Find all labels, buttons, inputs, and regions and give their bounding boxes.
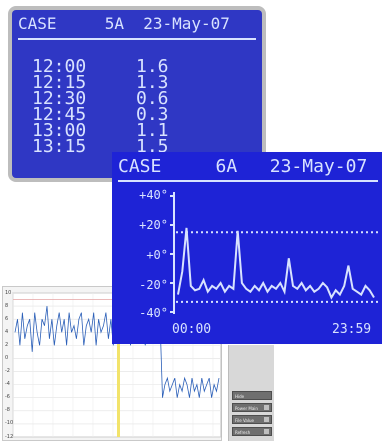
- y-tick-label: -8: [5, 407, 10, 414]
- case-id: 5A: [104, 14, 124, 33]
- power-icon: [264, 405, 269, 410]
- y-tick-label: 2: [5, 341, 9, 348]
- case-label: CASE: [18, 14, 57, 33]
- hide-button-label: Hide: [235, 394, 245, 399]
- y-tick-label: -20°: [139, 278, 168, 292]
- y-tick-label: +40°: [139, 188, 168, 202]
- case-date: 23-May-07: [143, 14, 230, 33]
- reading-value: 0.6: [136, 88, 169, 109]
- lcd-graph-screen: CASE 6A 23-May-07 +40° +20° +0° -20° -40…: [112, 152, 382, 344]
- power-main-button-label: Power Main: [235, 406, 258, 411]
- case-label: CASE: [118, 156, 162, 177]
- x-end-label: 23:59: [332, 322, 372, 337]
- reading-time: 13:00: [32, 120, 87, 141]
- power-main-button[interactable]: Power Main: [232, 403, 272, 412]
- reading-time: 13:15: [32, 136, 87, 157]
- file-value-button[interactable]: File Value: [232, 415, 272, 424]
- reading-value: 1.1: [136, 120, 169, 141]
- case-date: 23-May-07: [269, 156, 368, 177]
- y-tick-label: 4: [5, 328, 9, 335]
- list-item: 12:00 1.6: [32, 58, 169, 76]
- reading-time: 12:45: [32, 104, 87, 125]
- hide-button[interactable]: Hide: [232, 391, 272, 400]
- lcd-table-screen: CASE 5A 23-May-07 12:00 1.6 12:15 1.3 12:3…: [12, 10, 262, 178]
- reading-value: 1.5: [136, 136, 169, 157]
- reading-time: 12:15: [32, 72, 87, 93]
- refresh-button[interactable]: Refresh: [232, 427, 272, 436]
- reading-value: 1.6: [136, 56, 169, 77]
- y-tick-label: -40°: [139, 306, 168, 320]
- lcd-graph-header: CASE 6A 23-May-07: [118, 156, 367, 177]
- y-tick-label: -12: [5, 433, 14, 440]
- x-start-label: 00:00: [172, 322, 212, 337]
- y-tick-label: -4: [5, 381, 10, 388]
- y-tick-label: 8: [5, 302, 9, 309]
- refresh-button-label: Refresh: [235, 430, 251, 435]
- file-icon: [264, 417, 269, 422]
- y-tick-label: 10: [5, 289, 12, 296]
- side-control-panel: Hide Power Main File Value Refresh: [228, 345, 274, 441]
- lcd-graph-plot: [170, 192, 378, 314]
- y-tick-label: +20°: [139, 218, 168, 232]
- y-tick-label: 0: [5, 354, 9, 361]
- y-tick-label: -10: [5, 420, 14, 427]
- list-item: 13:00 1.1: [32, 122, 169, 140]
- reading-value: 1.3: [136, 72, 169, 93]
- y-tick-label: +0°: [146, 248, 168, 262]
- lcd-table-header: CASE 5A 23-May-07: [18, 14, 230, 33]
- refresh-icon: [264, 429, 269, 434]
- list-item: 12:30 0.6: [32, 90, 169, 108]
- list-item: 13:15 1.5: [32, 138, 169, 156]
- reading-time: 12:30: [32, 88, 87, 109]
- y-tick-label: -2: [5, 368, 10, 375]
- reading-time: 12:00: [32, 56, 87, 77]
- list-item: 12:45 0.3: [32, 106, 169, 124]
- list-item: 12:15 1.3: [32, 74, 169, 92]
- header-divider: [18, 38, 256, 40]
- case-id: 6A: [215, 156, 238, 177]
- reading-value: 0.3: [136, 104, 169, 125]
- y-tick-label: -6: [5, 394, 10, 401]
- y-tick-label: 6: [5, 315, 9, 322]
- time-marker: [117, 293, 120, 437]
- file-value-button-label: File Value: [235, 418, 254, 423]
- series-line: [177, 227, 375, 300]
- header-divider: [118, 180, 378, 182]
